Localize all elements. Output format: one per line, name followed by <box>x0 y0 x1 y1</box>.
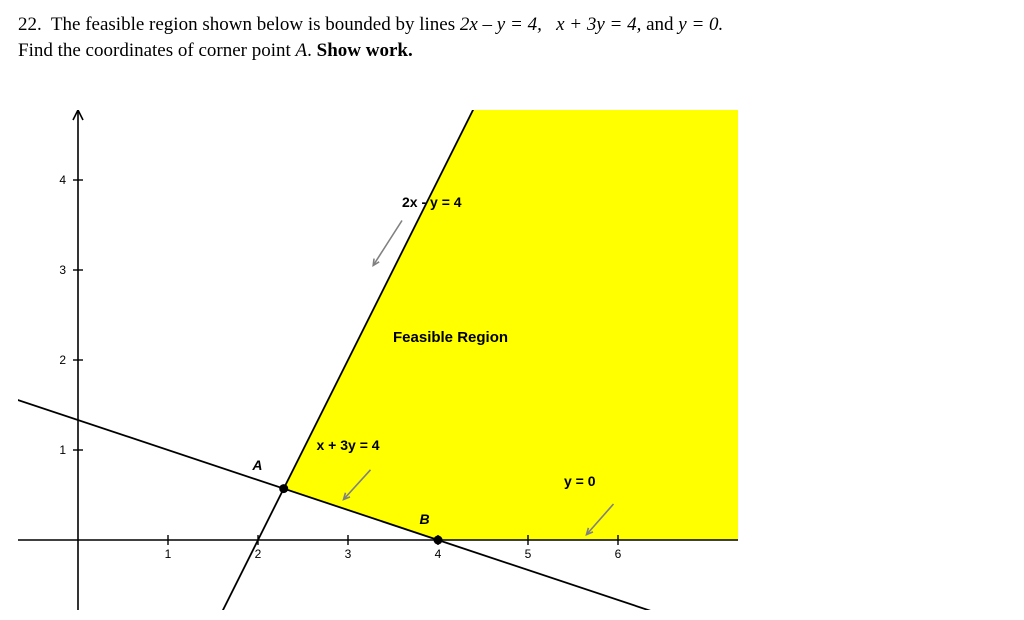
q-pointA: A <box>296 40 308 61</box>
x-tick-label: 3 <box>345 547 352 561</box>
feasible-region <box>284 110 738 540</box>
q-line1-a: The feasible region shown below is bound… <box>51 14 460 35</box>
q-line1-b: and <box>646 14 678 35</box>
y-tick-label: 3 <box>59 263 66 277</box>
label-eq2: x + 3y = 4 <box>317 437 380 453</box>
chart-svg: 123456123452x - y = 4x + 3y = 4y = 0Feas… <box>18 110 738 610</box>
label-eq1: 2x - y = 4 <box>402 194 462 210</box>
corner-point-A <box>279 484 288 493</box>
x-tick-label: 6 <box>615 547 622 561</box>
y-tick-label: 1 <box>59 443 66 457</box>
chart-container: 123456123452x - y = 4x + 3y = 4y = 0Feas… <box>18 110 738 610</box>
corner-point-B <box>434 536 443 545</box>
q-line2-b: . <box>307 40 317 61</box>
page-root: 22. The feasible region shown below is b… <box>0 0 1024 620</box>
y-tick-label: 4 <box>59 173 66 187</box>
label-eq3: y = 0 <box>564 473 596 489</box>
x-tick-label: 1 <box>165 547 172 561</box>
q-showwork: Show work. <box>317 40 413 61</box>
q-eq2: x + 3y = 4, <box>556 14 641 35</box>
label-feasible-region: Feasible Region <box>393 329 508 346</box>
q-line2-a: Find the coordinates of corner point <box>18 40 296 61</box>
x-tick-label: 5 <box>525 547 532 561</box>
x-tick-label: 2 <box>255 547 262 561</box>
y-tick-label: 2 <box>59 353 66 367</box>
x-tick-label: 4 <box>435 547 442 561</box>
label-point-A: A <box>251 457 262 473</box>
q-eq3: y = 0. <box>678 14 723 35</box>
question-number: 22. <box>18 14 42 35</box>
question-text: 22. The feasible region shown below is b… <box>18 12 1006 63</box>
label-point-B: B <box>419 511 429 527</box>
q-eq1: 2x – y = 4, <box>460 14 542 35</box>
